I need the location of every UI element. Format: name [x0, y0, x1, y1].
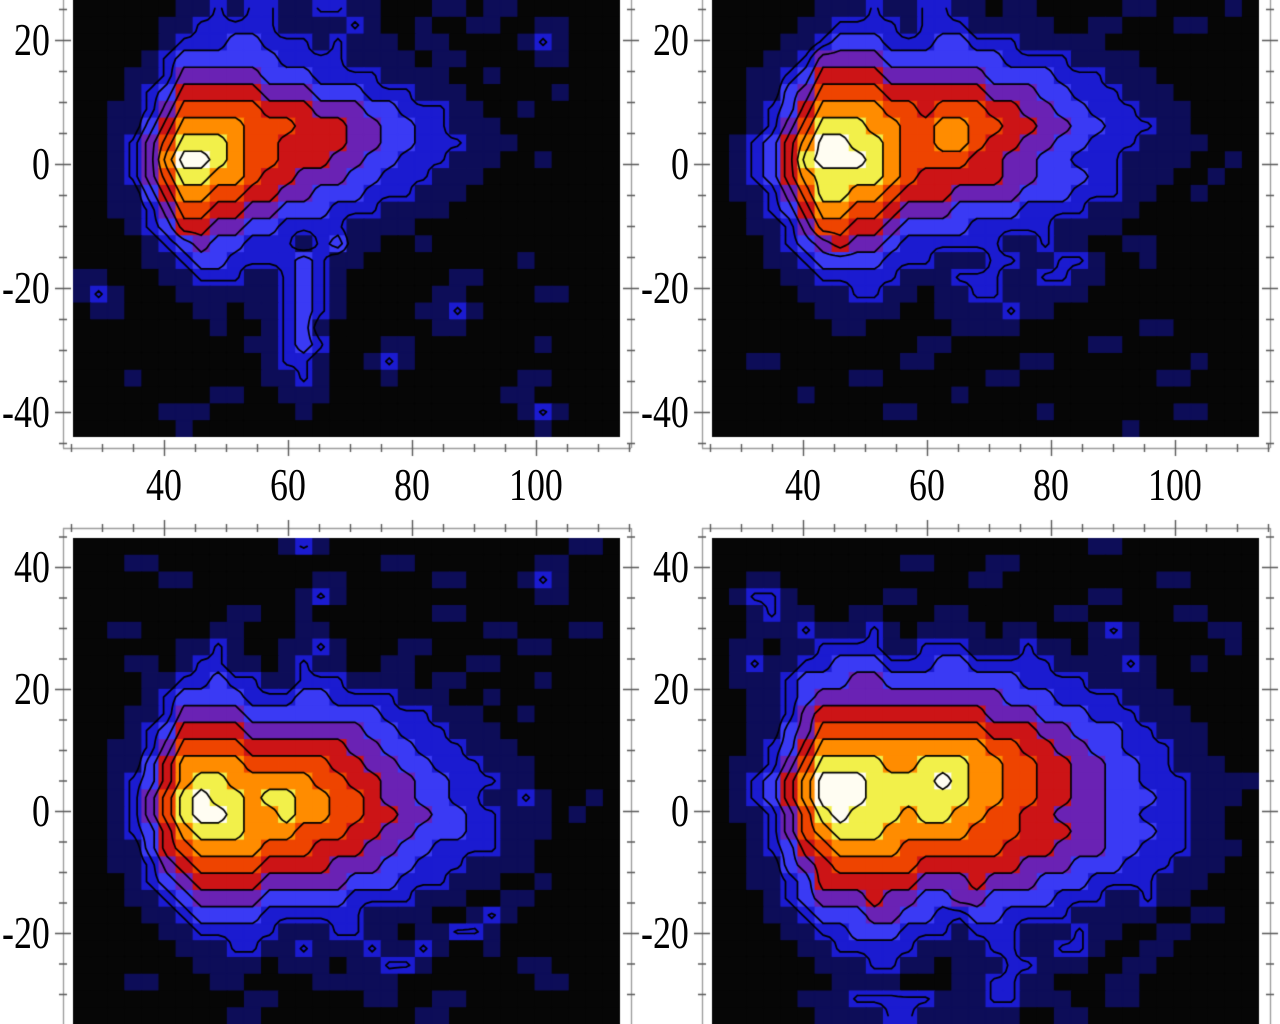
figure-canvas: [0, 0, 1280, 1024]
figure: 40 60 80 100 20 0 -20 -40 40 60 80 100 20 0 -20 -40 40 20…: [0, 0, 1280, 1024]
